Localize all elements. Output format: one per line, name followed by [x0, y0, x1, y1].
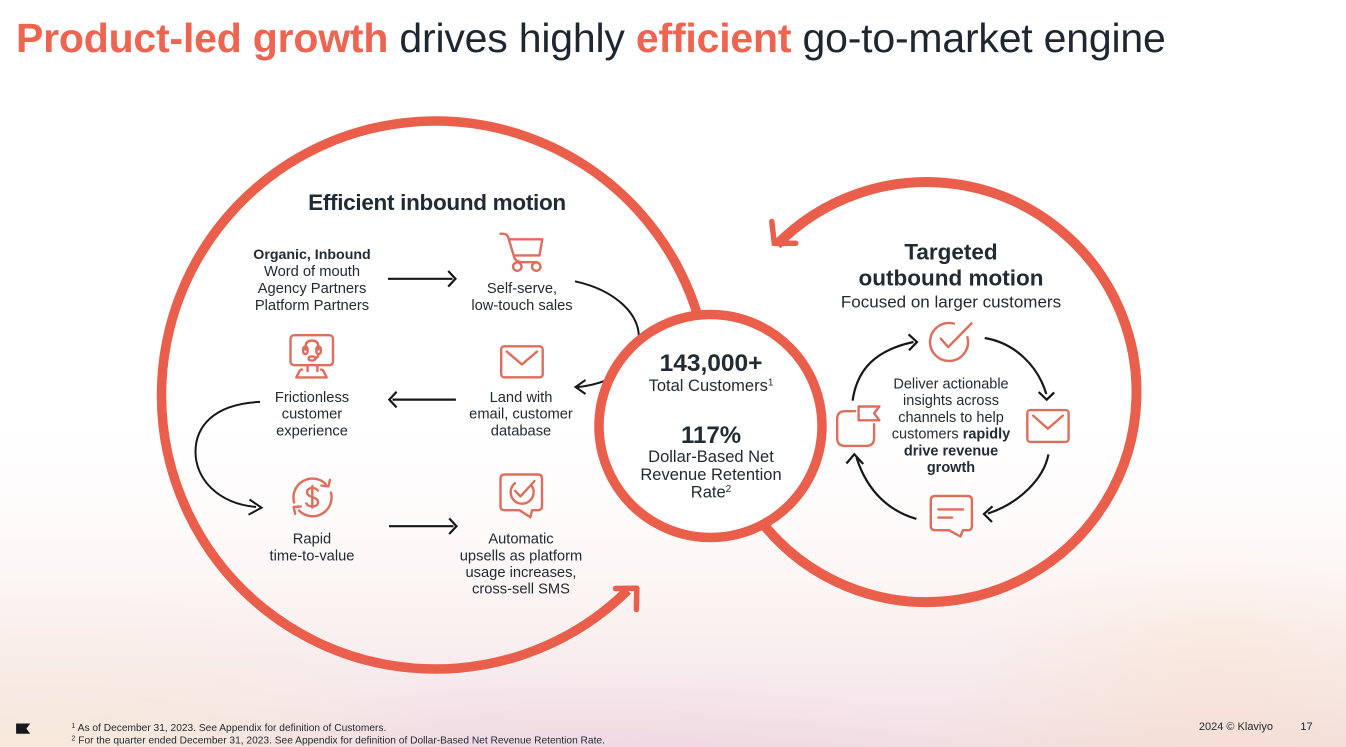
svg-text:Product-led growth drives high: Product-led growth drives highly efficie… [16, 15, 1166, 61]
svg-text:upsells as platform: upsells as platform [460, 548, 582, 564]
svg-text:Dollar-Based Net: Dollar-Based Net [648, 448, 774, 466]
svg-text:low-touch sales: low-touch sales [471, 298, 572, 314]
svg-text:Organic, Inbound: Organic, Inbound [253, 247, 370, 263]
svg-text:2 For the quarter ended Decemb: 2 For the quarter ended December 31, 202… [72, 736, 605, 747]
svg-text:cross-sell SMS: cross-sell SMS [472, 582, 570, 598]
svg-text:email, customer: email, customer [469, 407, 573, 423]
svg-text:Word of mouth: Word of mouth [264, 264, 360, 280]
svg-text:Rate2: Rate2 [691, 483, 732, 501]
svg-text:Efficient inbound motion: Efficient inbound motion [308, 190, 566, 215]
svg-text:Total Customers1: Total Customers1 [649, 377, 774, 395]
svg-text:Rapid: Rapid [293, 532, 331, 548]
svg-text:customers rapidly: customers rapidly [892, 427, 1010, 443]
svg-text:Automatic: Automatic [488, 532, 553, 548]
svg-text:Deliver actionable: Deliver actionable [893, 377, 1008, 393]
svg-text:Focused on larger customers: Focused on larger customers [841, 293, 1061, 312]
svg-text:Platform Partners: Platform Partners [255, 298, 369, 314]
svg-text:Self-serve,: Self-serve, [487, 281, 557, 297]
svg-text:Agency Partners: Agency Partners [258, 281, 367, 297]
svg-text:1 As of December 31, 2023. See: 1 As of December 31, 2023. See Appendix … [72, 723, 387, 734]
svg-text:2024 © Klaviyo: 2024 © Klaviyo [1199, 721, 1273, 733]
svg-text:Revenue Retention: Revenue Retention [640, 466, 781, 484]
svg-text:growth: growth [927, 460, 975, 476]
svg-text:Land with: Land with [490, 390, 553, 406]
svg-text:insights across: insights across [903, 393, 999, 409]
svg-text:experience: experience [276, 423, 348, 439]
svg-text:customer: customer [282, 407, 343, 423]
svg-text:time-to-value: time-to-value [270, 548, 355, 564]
svg-text:117%: 117% [681, 422, 741, 449]
svg-text:Targeted: Targeted [904, 240, 997, 265]
svg-text:17: 17 [1300, 721, 1312, 733]
svg-text:143,000+: 143,000+ [660, 350, 763, 377]
svg-text:channels to help: channels to help [898, 410, 1004, 426]
svg-text:outbound motion: outbound motion [859, 266, 1044, 291]
svg-text:Frictionless: Frictionless [275, 390, 349, 406]
svg-text:usage increases,: usage increases, [465, 565, 576, 581]
svg-text:drive revenue: drive revenue [904, 443, 998, 459]
svg-text:database: database [491, 423, 551, 439]
